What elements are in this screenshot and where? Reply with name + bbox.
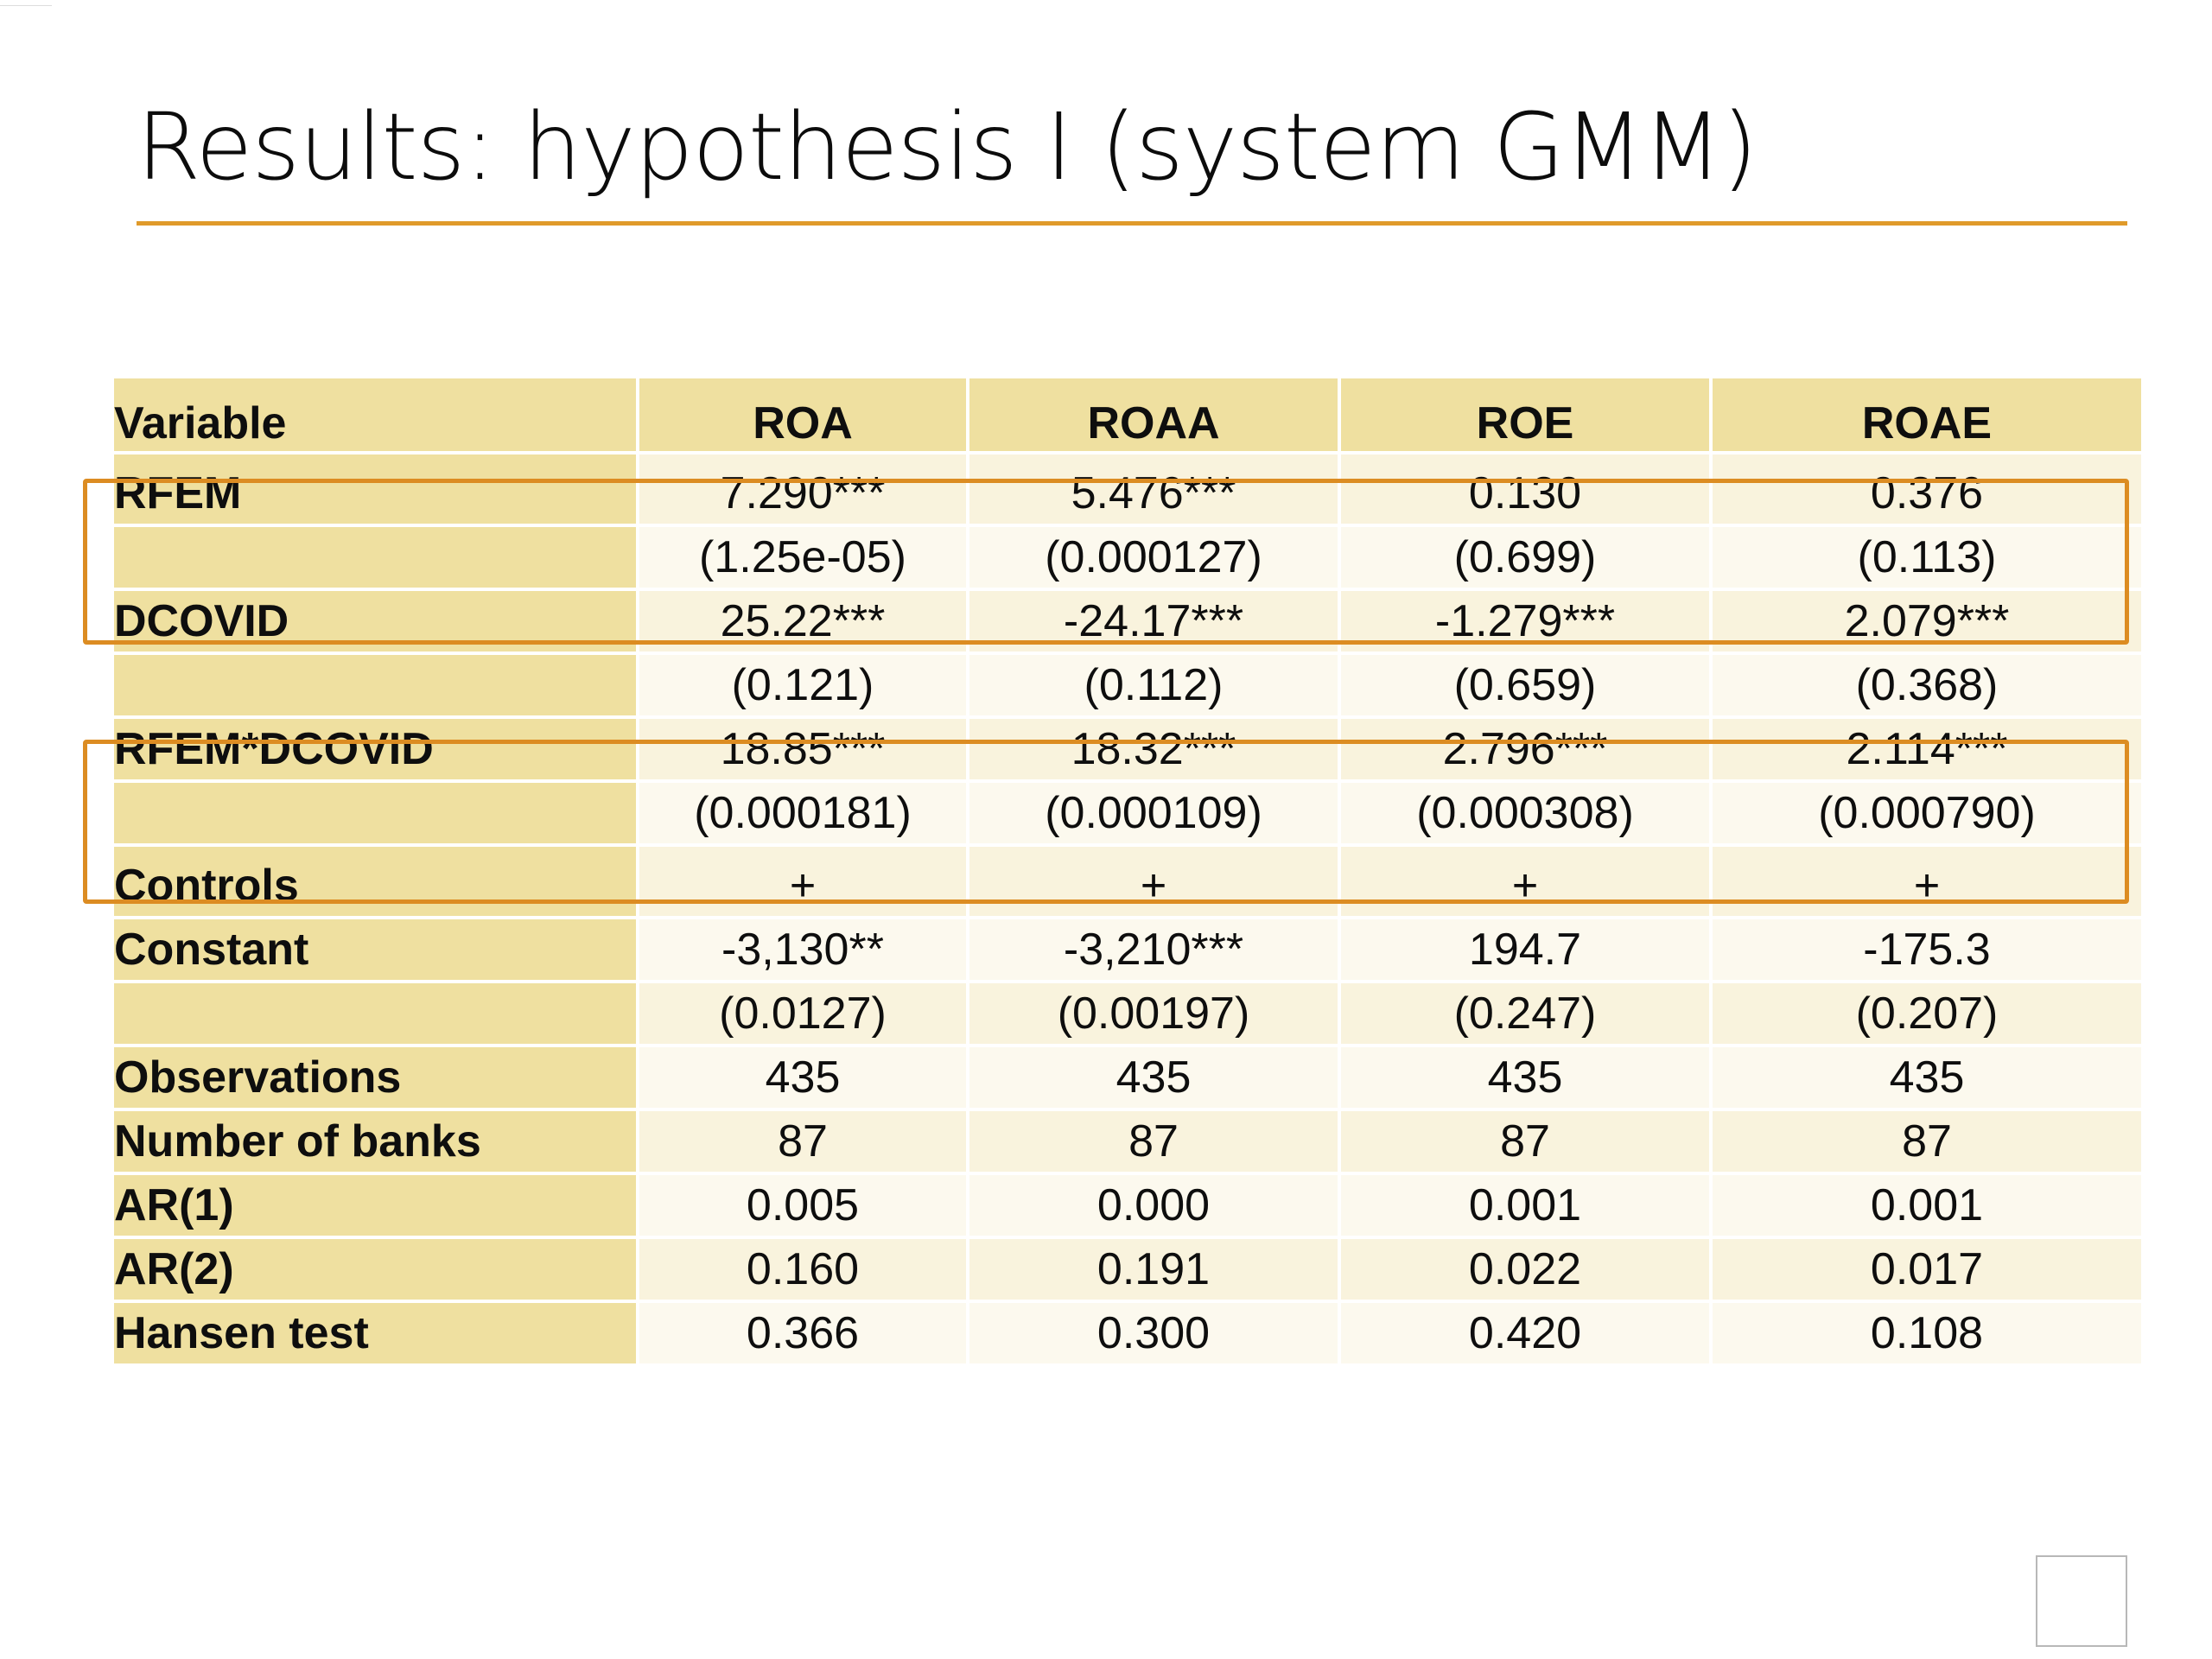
table-cell: 0.001 — [1713, 1175, 2141, 1236]
title-divider — [137, 221, 2127, 226]
table-row: AR(1) 0.005 0.000 0.001 0.001 — [114, 1175, 2141, 1236]
row-label: Controls — [114, 847, 636, 916]
table-cell: 2.079*** — [1713, 591, 2141, 652]
row-label: RFEM — [114, 454, 636, 524]
row-label: Constant — [114, 919, 636, 980]
table-cell: 18.85*** — [639, 719, 966, 779]
table-row: Controls + + + + — [114, 847, 2141, 916]
table-cell: (0.000109) — [969, 783, 1338, 843]
table-cell: 87 — [1713, 1111, 2141, 1172]
table-cell: -24.17*** — [969, 591, 1338, 652]
row-label — [114, 783, 636, 843]
table-cell: 435 — [1713, 1047, 2141, 1108]
row-label: AR(1) — [114, 1175, 636, 1236]
table-cell: -3,210*** — [969, 919, 1338, 980]
table-cell: 0.000 — [969, 1175, 1338, 1236]
table-cell: -1.279*** — [1341, 591, 1709, 652]
table-cell: 0.376 — [1713, 454, 2141, 524]
table-cell: (0.121) — [639, 655, 966, 715]
table-cell: 87 — [969, 1111, 1338, 1172]
table-cell: 435 — [639, 1047, 966, 1108]
row-label: Hansen test — [114, 1303, 636, 1363]
table-cell: (0.113) — [1713, 527, 2141, 588]
table-cell: + — [639, 847, 966, 916]
table-cell: 0.366 — [639, 1303, 966, 1363]
table-cell: (0.0127) — [639, 983, 966, 1044]
table-cell: -3,130** — [639, 919, 966, 980]
row-label: Observations — [114, 1047, 636, 1108]
table-cell: 87 — [1341, 1111, 1709, 1172]
table-cell: + — [969, 847, 1338, 916]
table-cell: 0.300 — [969, 1303, 1338, 1363]
column-header-roae: ROAE — [1713, 378, 2141, 451]
slide-title: Results: hypothesis I (system GMM) — [137, 94, 1758, 201]
table-cell: 0.005 — [639, 1175, 966, 1236]
table-row: (0.121) (0.112) (0.659) (0.368) — [114, 655, 2141, 715]
table-cell: 7.290*** — [639, 454, 966, 524]
table-cell: 435 — [1341, 1047, 1709, 1108]
table-cell: 0.160 — [639, 1239, 966, 1300]
table-header-row: Variable ROA ROAA ROE ROAE — [114, 378, 2141, 451]
table-row: RFEM*DCOVID 18.85*** 18.32*** 2.796*** 2… — [114, 719, 2141, 779]
table-cell: 0.130 — [1341, 454, 1709, 524]
table-row: AR(2) 0.160 0.191 0.022 0.017 — [114, 1239, 2141, 1300]
table-cell: + — [1341, 847, 1709, 916]
table-cell: 18.32*** — [969, 719, 1338, 779]
table-cell: 0.191 — [969, 1239, 1338, 1300]
table-cell: (0.112) — [969, 655, 1338, 715]
table-cell: 435 — [969, 1047, 1338, 1108]
corner-mark — [0, 0, 52, 6]
table-cell: 2.114*** — [1713, 719, 2141, 779]
table-row: DCOVID 25.22*** -24.17*** -1.279*** 2.07… — [114, 591, 2141, 652]
row-label: RFEM*DCOVID — [114, 719, 636, 779]
table-cell: 25.22*** — [639, 591, 966, 652]
table-cell: 0.001 — [1341, 1175, 1709, 1236]
row-label: AR(2) — [114, 1239, 636, 1300]
column-header-roaa: ROAA — [969, 378, 1338, 451]
table-cell: 0.108 — [1713, 1303, 2141, 1363]
table-row: (1.25e-05) (0.000127) (0.699) (0.113) — [114, 527, 2141, 588]
table-cell: (1.25e-05) — [639, 527, 966, 588]
table-cell: (0.000127) — [969, 527, 1338, 588]
table-cell: -175.3 — [1713, 919, 2141, 980]
table-cell: 87 — [639, 1111, 966, 1172]
table-cell: 194.7 — [1341, 919, 1709, 980]
table-cell: 5.476*** — [969, 454, 1338, 524]
table-row: (0.000181) (0.000109) (0.000308) (0.0007… — [114, 783, 2141, 843]
table-cell: 0.022 — [1341, 1239, 1709, 1300]
table-cell: (0.000308) — [1341, 783, 1709, 843]
column-header-variable: Variable — [114, 378, 636, 451]
table-cell: (0.000181) — [639, 783, 966, 843]
row-label — [114, 655, 636, 715]
table-row: (0.0127) (0.00197) (0.247) (0.207) — [114, 983, 2141, 1044]
table-row: Constant -3,130** -3,210*** 194.7 -175.3 — [114, 919, 2141, 980]
table-cell: (0.368) — [1713, 655, 2141, 715]
table-cell: (0.659) — [1341, 655, 1709, 715]
column-header-roe: ROE — [1341, 378, 1709, 451]
table-cell: + — [1713, 847, 2141, 916]
table-cell: (0.207) — [1713, 983, 2141, 1044]
table-cell: 2.796*** — [1341, 719, 1709, 779]
results-table-container: Variable ROA ROAA ROE ROAE RFEM 7.290***… — [114, 378, 2141, 1367]
table-row: Hansen test 0.366 0.300 0.420 0.108 — [114, 1303, 2141, 1363]
table-cell: (0.00197) — [969, 983, 1338, 1044]
table-cell: (0.000790) — [1713, 783, 2141, 843]
page-thumbnail[interactable] — [2036, 1555, 2127, 1647]
column-header-roa: ROA — [639, 378, 966, 451]
results-table: Variable ROA ROAA ROE ROAE RFEM 7.290***… — [111, 375, 2145, 1367]
row-label — [114, 983, 636, 1044]
table-row: RFEM 7.290*** 5.476*** 0.130 0.376 — [114, 454, 2141, 524]
row-label: Number of banks — [114, 1111, 636, 1172]
table-cell: (0.247) — [1341, 983, 1709, 1044]
row-label: DCOVID — [114, 591, 636, 652]
row-label — [114, 527, 636, 588]
table-cell: 0.420 — [1341, 1303, 1709, 1363]
table-cell: (0.699) — [1341, 527, 1709, 588]
table-row: Observations 435 435 435 435 — [114, 1047, 2141, 1108]
table-cell: 0.017 — [1713, 1239, 2141, 1300]
table-row: Number of banks 87 87 87 87 — [114, 1111, 2141, 1172]
